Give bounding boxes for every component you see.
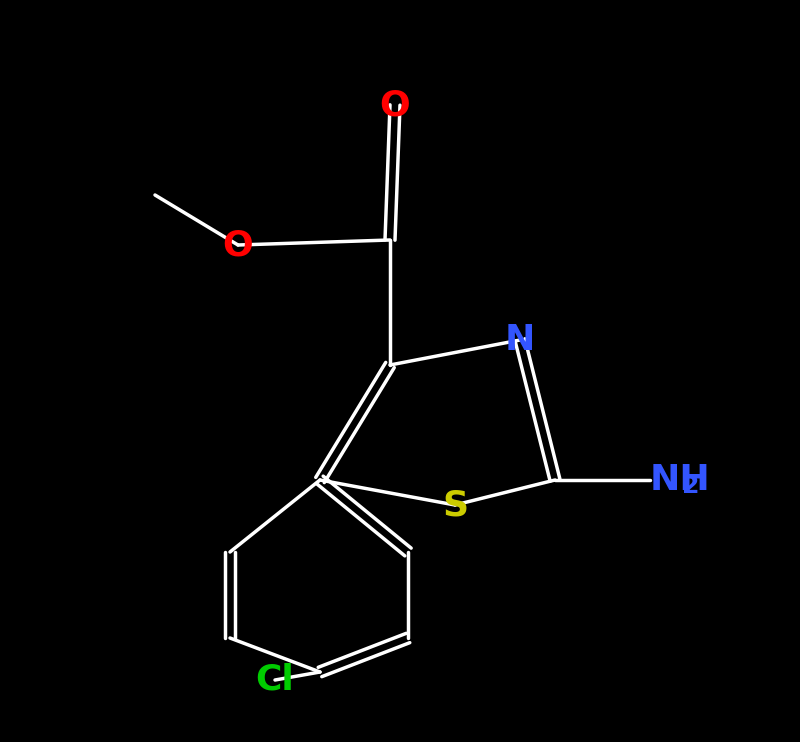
Text: S: S: [442, 488, 468, 522]
Text: O: O: [222, 228, 254, 262]
Text: Cl: Cl: [256, 663, 294, 697]
Text: 2: 2: [682, 474, 700, 498]
Text: NH: NH: [650, 463, 710, 497]
Text: O: O: [380, 88, 410, 122]
Text: N: N: [505, 323, 535, 357]
